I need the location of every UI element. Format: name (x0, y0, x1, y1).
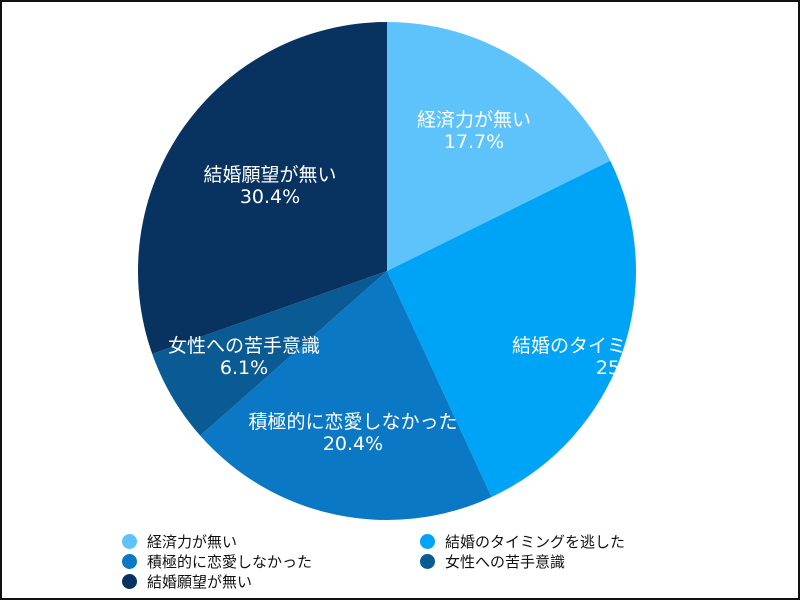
slice-value-economy: 17.7% (444, 131, 504, 153)
pie-slices (138, 22, 636, 520)
slice-value-passive-romance: 20.4% (323, 433, 383, 455)
pie-slice-no-desire (138, 22, 387, 354)
pie-labels: 経済力が無い 17.7% 結婚のタイミングを逃した 25.4% 積極的に恋愛しな… (168, 109, 740, 455)
pie-slice-passive-romance (200, 271, 492, 520)
slice-label-passive-romance: 積極的に恋愛しなかった (248, 411, 457, 433)
slice-value-timing: 25.4% (596, 357, 656, 379)
pie-slice-economy (387, 22, 611, 271)
slice-label-economy: 経済力が無い (417, 109, 531, 131)
slice-label-women-aversion: 女性への苦手意識 (168, 335, 320, 357)
slice-label-no-desire: 結婚願望が無い (203, 164, 336, 186)
slice-value-no-desire: 30.4% (240, 186, 300, 208)
slice-label-timing: 結婚のタイミングを逃した (512, 335, 740, 357)
pie-slice-women-aversion (152, 271, 387, 436)
slice-value-women-aversion: 6.1% (220, 357, 268, 379)
pie-slice-timing (387, 160, 636, 497)
